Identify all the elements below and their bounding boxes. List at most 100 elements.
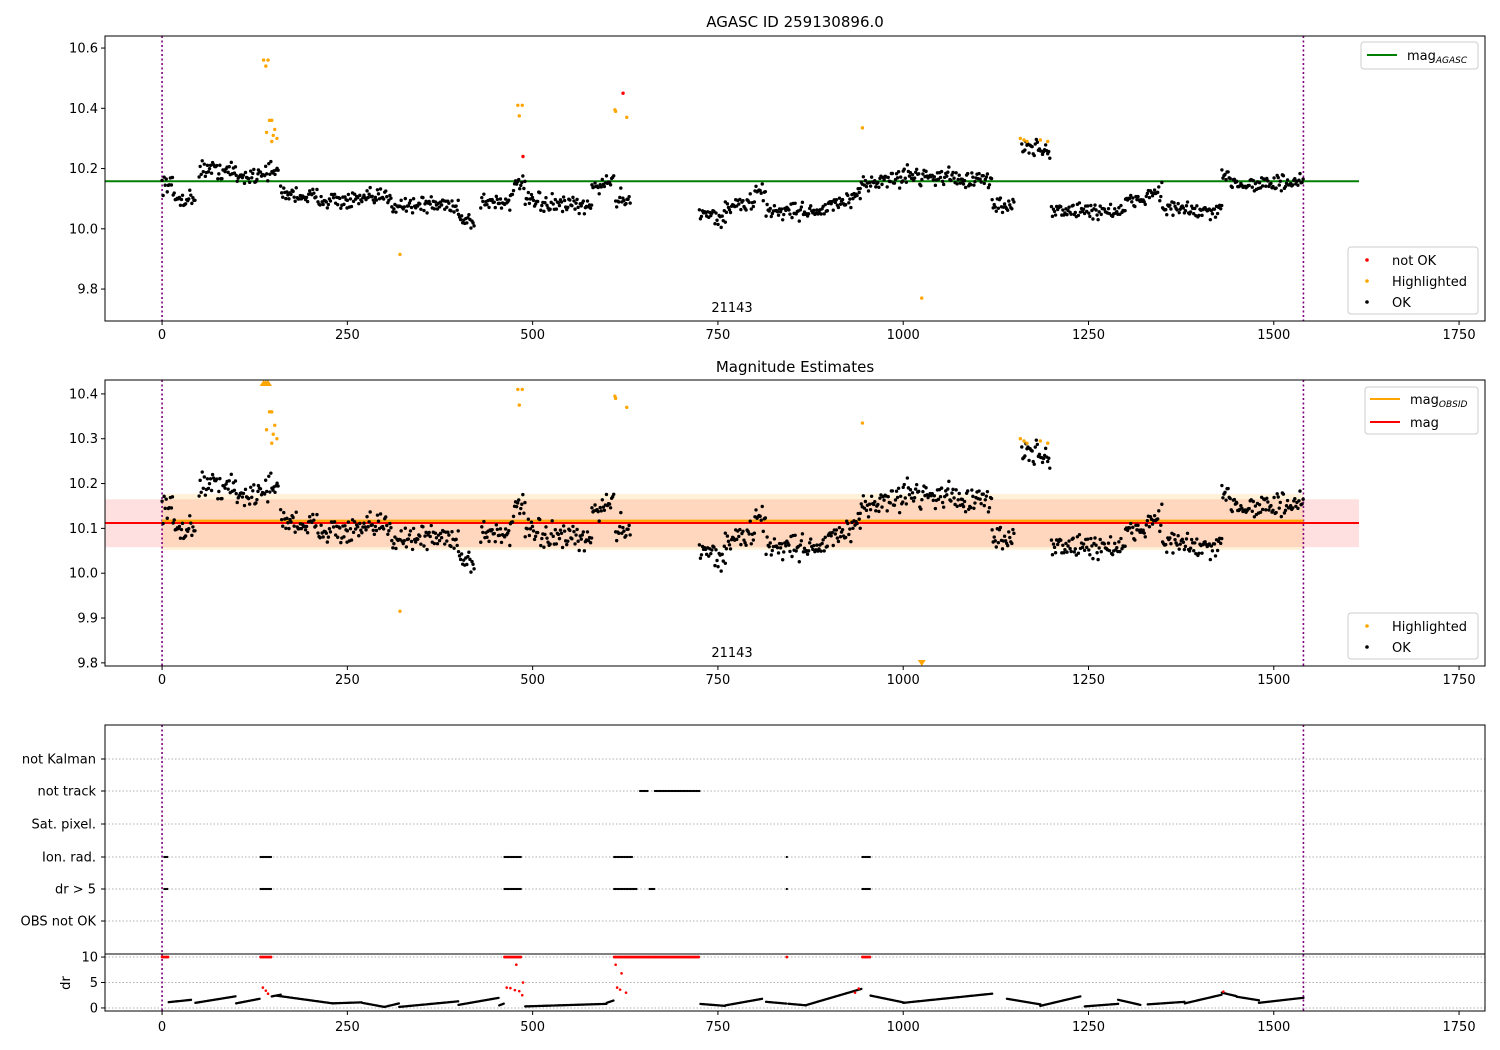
ok-point — [187, 197, 191, 201]
legend-marker — [1365, 258, 1369, 262]
ok-point — [220, 176, 224, 181]
ok-point — [1271, 508, 1275, 512]
ok-point — [955, 504, 959, 508]
ok-point — [913, 170, 918, 174]
ok-point — [890, 489, 895, 493]
ok-point — [404, 209, 409, 213]
ok-point — [579, 537, 583, 541]
ok-point — [454, 204, 458, 208]
ok-point — [1077, 201, 1082, 205]
ok-point — [866, 189, 871, 193]
ok-point — [576, 539, 580, 543]
ok-point — [715, 558, 719, 563]
ok-point — [557, 536, 562, 541]
ok-point — [1080, 545, 1085, 550]
ok-point — [962, 178, 967, 183]
ok-point — [449, 209, 453, 213]
ok-point — [836, 205, 841, 210]
ok-point — [362, 521, 366, 525]
ok-point — [747, 532, 751, 536]
ok-point — [170, 495, 175, 499]
ok-point — [896, 170, 901, 174]
ok-point — [1002, 202, 1007, 206]
ok-point — [1230, 185, 1234, 190]
ok-point — [1230, 509, 1234, 514]
ok-point — [874, 509, 878, 513]
dr-point — [860, 987, 863, 991]
ok-point — [394, 210, 398, 214]
ok-point — [1033, 445, 1037, 449]
ok-point — [932, 494, 937, 498]
ok-point — [577, 211, 581, 216]
x-tick-label: 250 — [335, 1020, 360, 1035]
y-tick-label: 9.9 — [77, 612, 98, 627]
ok-point — [907, 493, 912, 497]
highlighted-point — [398, 252, 402, 257]
ok-point — [838, 535, 843, 539]
ok-point — [1271, 184, 1275, 189]
ok-point — [1276, 495, 1280, 499]
ok-point — [990, 197, 994, 202]
ok-point — [177, 524, 182, 529]
dr-flagged-point — [264, 989, 268, 992]
ok-point — [495, 197, 500, 202]
ok-point — [526, 517, 531, 521]
ok-point — [835, 536, 840, 540]
dr-point — [502, 1002, 505, 1005]
ok-point — [249, 169, 253, 173]
ok-point — [416, 537, 420, 541]
ok-point — [977, 489, 981, 493]
ok-point — [617, 200, 621, 204]
ok-point — [931, 178, 935, 182]
ok-point — [767, 545, 771, 549]
ok-point — [348, 527, 353, 531]
highlighted-point — [270, 118, 274, 123]
highlighted-point — [1046, 441, 1050, 445]
ok-point — [1210, 212, 1215, 216]
ok-point — [994, 545, 998, 549]
ok-point — [558, 528, 563, 532]
ok-point — [305, 199, 310, 204]
dr-point — [990, 992, 994, 995]
ok-point — [535, 530, 540, 535]
ok-point — [1260, 184, 1265, 188]
ok-point — [391, 546, 395, 550]
ok-point — [1142, 531, 1146, 535]
ok-point — [1081, 542, 1086, 546]
ok-point — [450, 199, 454, 203]
ok-point — [797, 560, 801, 564]
chart-title: AGASC ID 259130896.0 — [706, 13, 884, 31]
ok-point — [348, 197, 353, 201]
ok-point — [1003, 539, 1008, 543]
ok-point — [1008, 535, 1012, 540]
ok-point — [498, 197, 503, 201]
ok-point — [738, 197, 742, 202]
ok-point — [384, 189, 388, 193]
ok-point — [573, 542, 577, 546]
ok-point — [849, 205, 853, 210]
ok-point — [963, 185, 968, 190]
ok-point — [1180, 537, 1185, 541]
ok-point — [263, 164, 268, 169]
highlighted-clipped-marker — [261, 380, 270, 386]
ok-point — [1048, 466, 1052, 470]
ok-point — [324, 531, 329, 535]
ok-point — [530, 524, 535, 529]
ok-point — [1043, 143, 1048, 147]
ok-point — [776, 213, 781, 217]
ok-point — [1069, 212, 1073, 216]
ok-point — [985, 489, 990, 494]
ok-point — [1065, 212, 1069, 217]
ok-point — [568, 528, 572, 533]
ok-point — [1284, 504, 1289, 508]
legend-label: Highlighted — [1392, 620, 1467, 635]
x-tick-label: 750 — [706, 1020, 731, 1035]
highlighted-point — [266, 58, 270, 62]
ok-point — [495, 527, 500, 532]
ok-point — [1000, 210, 1005, 215]
ok-point — [593, 503, 597, 507]
ok-point — [411, 197, 416, 201]
ok-point — [294, 186, 298, 190]
ok-point — [503, 527, 508, 531]
ok-point — [218, 476, 222, 481]
